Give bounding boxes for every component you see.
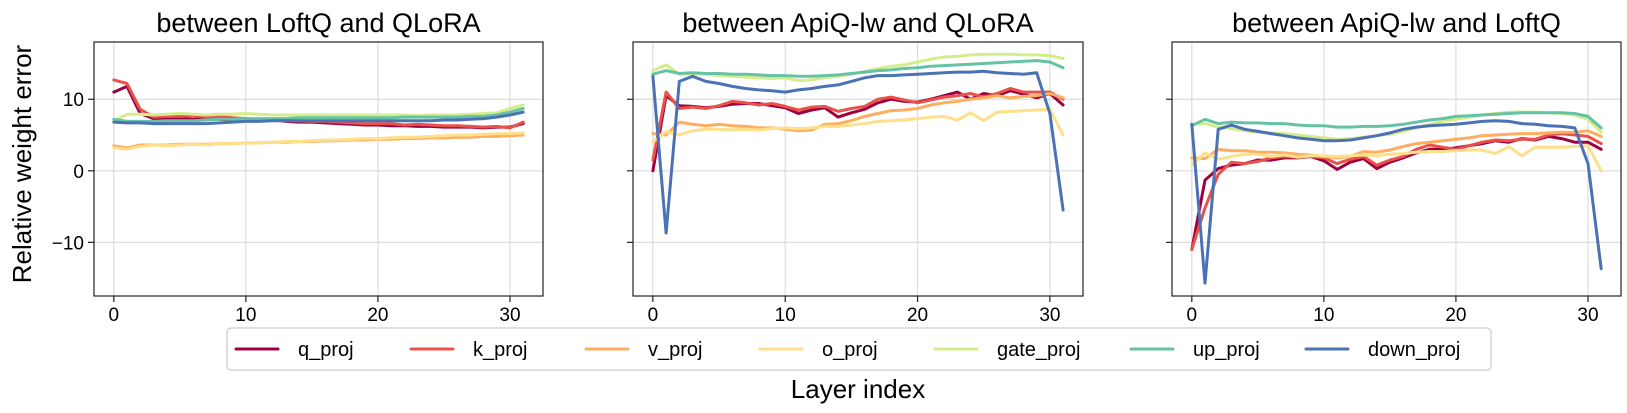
legend-item-q-proj: q_proj <box>234 339 354 361</box>
series-line-o-proj <box>1190 144 1603 173</box>
subplot-apiq-vs-qlora: 0 10 20 30 between ApiQ-lw and QLoRA <box>627 8 1084 326</box>
legend-label: k_proj <box>473 339 527 361</box>
legend-item-v-proj: v_proj <box>584 339 702 361</box>
x-tick-label: 10 <box>775 305 796 326</box>
x-tick-label: 0 <box>648 305 659 326</box>
plot-area <box>1172 42 1621 296</box>
legend-label: up_proj <box>1193 339 1260 361</box>
axes-frame <box>93 41 544 297</box>
legend-label: gate_proj <box>997 339 1080 361</box>
x-tick-label: 10 <box>1313 305 1334 326</box>
y-axis-label: Relative weight error <box>7 44 37 283</box>
legend-frame <box>226 327 1492 371</box>
axes-frame <box>632 41 1084 297</box>
x-tick-label: 30 <box>1577 305 1598 326</box>
series-group <box>112 78 525 151</box>
legend-label: q_proj <box>298 339 354 361</box>
y-tick-label: 0 <box>73 162 84 183</box>
subplot-apiq-vs-loftq: 0 10 20 30 between ApiQ-lw and LoftQ <box>1166 8 1622 326</box>
x-tick-label: 10 <box>235 305 256 326</box>
x-tick-label: 20 <box>367 305 388 326</box>
x-tick-label: 30 <box>499 305 520 326</box>
subplot-title: between LoftQ and QLoRA <box>156 8 480 38</box>
subplot-loftq-vs-qlora: 0 10 20 30 −10 0 10 between LoftQ and QLoRA <box>52 8 544 326</box>
x-tick-label: 0 <box>1187 305 1198 326</box>
series-line-gate-proj <box>112 103 525 123</box>
x-tick-label: 0 <box>109 305 120 326</box>
x-tick-label: 30 <box>1039 305 1060 326</box>
subplot-title: between ApiQ-lw and LoftQ <box>1232 8 1561 38</box>
y-tick-label: −10 <box>52 233 84 254</box>
series-line-down-proj <box>112 110 525 126</box>
series-line-up-proj <box>651 59 1065 78</box>
legend-label: o_proj <box>822 339 878 361</box>
legend: q_proj k_proj v_proj o_proj gate_proj up_proj… <box>226 327 1492 371</box>
plot-area <box>633 42 1083 296</box>
y-tick-label: 10 <box>63 90 84 111</box>
legend-item-k-proj: k_proj <box>409 339 527 361</box>
series-line-k-proj <box>651 87 1065 162</box>
series-group <box>651 52 1065 235</box>
series-line-k-proj <box>1190 132 1603 251</box>
series-line-down-proj <box>651 69 1065 235</box>
legend-item-o-proj: o_proj <box>758 339 878 361</box>
plot-area <box>94 42 543 296</box>
legend-label: v_proj <box>648 339 702 361</box>
series-line-o-proj <box>651 107 1065 144</box>
series-line-v-proj <box>1190 129 1603 161</box>
x-tick-label: 20 <box>1445 305 1466 326</box>
legend-label: down_proj <box>1368 339 1460 361</box>
x-axis-label: Layer index <box>791 374 925 404</box>
series-line-down-proj <box>1190 119 1603 285</box>
series-line-up-proj <box>112 107 525 123</box>
axes-frame <box>1171 41 1622 297</box>
series-line-up-proj <box>1190 111 1603 130</box>
legend-item-gate-proj: gate_proj <box>933 339 1080 361</box>
series-line-o-proj <box>112 131 525 151</box>
series-line-v-proj <box>651 92 1065 137</box>
legend-item-up-proj: up_proj <box>1129 339 1260 361</box>
x-tick-label: 20 <box>907 305 928 326</box>
subplot-title: between ApiQ-lw and QLoRA <box>682 8 1033 38</box>
series-group <box>1190 110 1603 285</box>
legend-item-down-proj: down_proj <box>1304 339 1460 361</box>
